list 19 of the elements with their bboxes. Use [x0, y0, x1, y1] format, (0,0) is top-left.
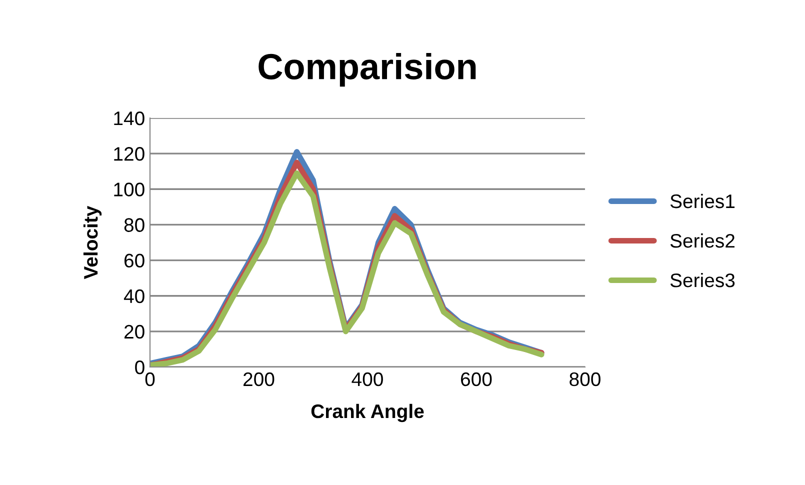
x-tick-label: 800 — [570, 372, 600, 386]
y-tick-label: 0 — [135, 360, 144, 374]
legend-label: Series2 — [670, 233, 734, 248]
y-tick-label: 60 — [124, 254, 144, 268]
y-tick-label: 140 — [114, 111, 144, 126]
x-axis-title: Crank Angle — [311, 404, 424, 422]
x-tick-label: 0 — [145, 372, 155, 386]
y-tick-label: 80 — [124, 218, 144, 232]
y-tick-label: 40 — [124, 289, 144, 304]
y-tick-label: 120 — [114, 147, 144, 161]
x-tick-label: 400 — [352, 372, 383, 386]
x-tick-label: 600 — [461, 372, 492, 386]
y-tick-label: 100 — [114, 182, 144, 196]
chart-title: Comparision — [258, 52, 476, 87]
y-tick-label: 20 — [124, 324, 144, 339]
legend-label: Series3 — [670, 272, 735, 288]
legend-label: Series1 — [670, 194, 735, 208]
x-tick-label: 200 — [244, 372, 274, 386]
y-axis-title: Velocity — [83, 206, 102, 280]
